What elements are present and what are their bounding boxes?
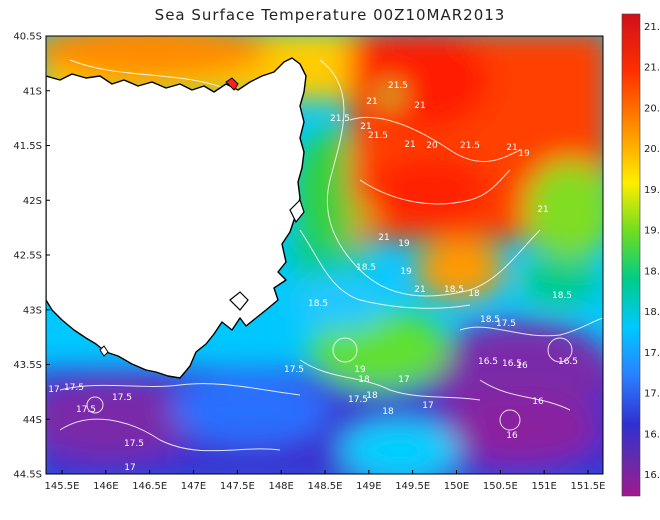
contour-label: 16.5 xyxy=(478,357,498,367)
colorbar-tick-label: 16. xyxy=(644,429,660,440)
contour-label: 18.5 xyxy=(444,285,464,295)
y-tick-label: 41.5S xyxy=(13,141,42,152)
contour-label: 21 xyxy=(360,122,371,132)
colorbar-labels: 21. 21. 20. 20. 19. 19. 18. 18. 17. 17. 16. 16. xyxy=(644,22,660,481)
contour-label: 18.5 xyxy=(552,291,572,301)
contour-label: 21.5 xyxy=(388,81,408,91)
page-title: Sea Surface Temperature 00Z10MAR2013 xyxy=(154,6,506,24)
y-axis: 40.5S 41S 41.5S 42S 42.5S 43S 43.5S 44S 44.5S xyxy=(13,32,50,481)
contour-label: 21 xyxy=(537,205,548,215)
contour-label: 17.5 xyxy=(348,395,368,405)
colorbar-tick-label: 18. xyxy=(644,266,660,277)
contour-label: 21 xyxy=(404,140,415,150)
contour-label: 21 xyxy=(414,101,425,111)
colorbar-tick-label: 21. xyxy=(644,63,660,74)
contour-label: 18.5 xyxy=(480,315,500,325)
y-tick-label: 41S xyxy=(23,86,42,97)
contour-label: 18 xyxy=(358,375,370,385)
y-tick-label: 44.5S xyxy=(13,470,42,481)
x-tick-label: 151.5E xyxy=(571,481,606,492)
colorbar-tick-label: 20. xyxy=(644,103,660,114)
y-tick-label: 40.5S xyxy=(13,32,42,43)
contour-label: 17 xyxy=(398,375,409,385)
contour-label: 17 xyxy=(48,385,59,395)
y-tick-label: 43.5S xyxy=(13,360,42,371)
contour-label: 21 xyxy=(414,285,425,295)
contour-label: 16.5 xyxy=(558,357,578,367)
contour-label: 18.5 xyxy=(356,263,376,273)
contour-label: 19 xyxy=(400,267,412,277)
contour-label: 21.5 xyxy=(368,131,388,141)
contour-label: 21 xyxy=(366,97,377,107)
x-tick-label: 149E xyxy=(356,481,381,492)
contour-label: 19 xyxy=(354,365,366,375)
contour-label: 21 xyxy=(378,233,389,243)
x-tick-label: 146.5E xyxy=(132,481,167,492)
x-tick-label: 148.5E xyxy=(308,481,343,492)
contour-label: 17.5 xyxy=(496,319,516,329)
x-tick-label: 147E xyxy=(181,481,206,492)
contour-label: 18 xyxy=(366,391,378,401)
contour-label: 17 xyxy=(124,463,135,473)
x-tick-label: 149.5E xyxy=(395,481,430,492)
x-tick-label: 145.5E xyxy=(45,481,80,492)
contour-label: 16 xyxy=(516,361,528,371)
y-tick-label: 42.5S xyxy=(13,251,42,262)
contour-label: 18.5 xyxy=(308,299,328,309)
y-tick-label: 44S xyxy=(23,415,42,426)
contour-label: 17.5 xyxy=(284,365,304,375)
contour-label: 18 xyxy=(382,407,394,417)
x-tick-label: 150.5E xyxy=(483,481,518,492)
contour-label: 17.5 xyxy=(76,405,96,415)
contour-label: 18 xyxy=(468,289,480,299)
colorbar-tick-label: 21. xyxy=(644,22,660,33)
x-tick-label: 147.5E xyxy=(220,481,255,492)
contour-label: 21.5 xyxy=(460,141,480,151)
contour-label: 21 xyxy=(506,143,517,153)
x-tick-label: 151E xyxy=(531,481,556,492)
x-tick-label: 150E xyxy=(444,481,469,492)
colorbar-tick-label: 19. xyxy=(644,226,660,237)
colorbar-tick-label: 16. xyxy=(644,470,660,481)
contour-label: 19 xyxy=(518,149,530,159)
y-tick-label: 42S xyxy=(23,196,42,207)
contour-label: 17.5 xyxy=(124,439,144,449)
x-tick-label: 148E xyxy=(268,481,293,492)
contour-label: 17.5 xyxy=(112,393,132,403)
x-axis: 145.5E 146E 146.5E 147E 147.5E 148E 148.5E 149E… xyxy=(45,470,606,492)
colorbar-tick-label: 17. xyxy=(644,389,660,400)
contour-label: 19 xyxy=(398,239,410,249)
contour-label: 17.5 xyxy=(64,383,84,393)
colorbar-tick-label: 18. xyxy=(644,307,660,318)
colorbar-tick-label: 17. xyxy=(644,348,660,359)
tasmania-landmass xyxy=(46,57,307,379)
contour-label: 17 xyxy=(422,401,433,411)
contour-lines xyxy=(59,59,603,452)
contour-label: 16 xyxy=(532,397,544,407)
colorbar-tick-label: 19. xyxy=(644,185,660,196)
colorbar-tick-label: 20. xyxy=(644,144,660,155)
y-tick-label: 43S xyxy=(23,305,42,316)
x-tick-label: 146E xyxy=(93,481,118,492)
contour-label: 21.5 xyxy=(330,114,350,124)
contour-label: 16 xyxy=(506,431,518,441)
contour-label: 20 xyxy=(426,141,438,151)
contour-label: 16.5 xyxy=(502,359,522,369)
colorbar xyxy=(621,13,641,497)
